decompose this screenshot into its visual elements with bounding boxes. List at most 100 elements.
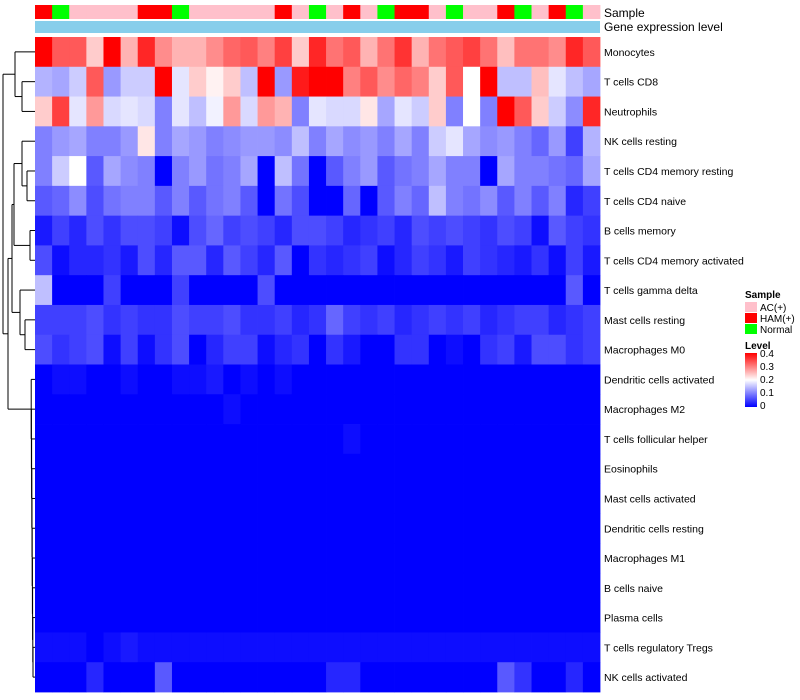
heatmap-cell [428,602,447,633]
heatmap-cell [171,483,190,514]
heatmap-cell [120,334,139,365]
heatmap-cell [548,453,567,484]
heatmap-cell [565,275,584,306]
heatmap-cell [343,364,361,395]
heatmap-cell [326,245,344,276]
heatmap-cell [480,215,498,246]
heatmap-cell [343,602,361,633]
heatmap-cell [343,126,361,157]
heatmap-cell [582,66,601,97]
heatmap-cell [548,156,567,187]
heatmap-cell [171,185,190,217]
heatmap-cell [52,334,70,365]
heatmap-cell [480,483,498,514]
heatmap-cell [206,424,224,455]
heatmap-cell [582,424,601,455]
row-label: NK cells resting [604,136,677,148]
heatmap-cell [377,394,395,425]
heatmap-cell [377,304,395,336]
heatmap-cell [52,96,70,127]
heatmap-cell [35,275,53,306]
heatmap-cell [308,364,327,395]
heatmap-cell [154,572,173,604]
row-dendrogram [2,51,35,678]
heatmap-cell [411,37,430,68]
heatmap-cell [52,543,70,574]
heatmap-cell [565,156,584,187]
heatmap-cell [103,96,121,127]
heatmap-cell [326,602,344,633]
heatmap-cell [548,394,567,425]
heatmap-cell [377,632,395,663]
heatmap-cell [154,37,173,68]
heatmap-cell [445,543,464,574]
heatmap-cell [274,215,293,246]
heatmap-cell [463,304,481,336]
heatmap-cell [206,185,224,217]
heatmap-cell [240,334,258,365]
heatmap-cell [463,66,481,97]
sample-annotation-cell [343,5,361,19]
heatmap-cell [463,662,481,693]
heatmap-cell [291,66,310,97]
heatmap-cell [377,572,395,604]
heatmap-cell [86,245,104,276]
heatmap-cell [291,126,310,157]
heatmap-cell [343,185,361,217]
heatmap-cell [308,275,327,306]
heatmap-cell [137,245,156,276]
heatmap-cell [531,245,550,276]
heatmap-cell [360,334,378,365]
heatmap-cell [394,513,413,544]
heatmap-cells [35,37,601,693]
heatmap-cell [463,394,481,425]
heatmap-cell [308,334,327,365]
heatmap-cell [189,602,207,633]
heatmap-cell [154,275,173,306]
heatmap-cell [394,156,413,187]
sample-legend-swatch [745,313,757,323]
row-label: Dendritic cells resting [604,523,704,535]
heatmap-cell [206,334,224,365]
heatmap-cell [189,304,207,336]
heatmap-cell [326,513,344,544]
heatmap-cell [223,364,241,395]
heatmap-cell [274,483,293,514]
heatmap-cell [445,364,464,395]
sample-annotation-cell [223,5,241,19]
heatmap-cell [308,662,327,693]
row-label: T cells CD8 [604,77,658,89]
heatmap-cell [86,275,104,306]
heatmap-cell [360,126,378,157]
heatmap-cell [343,543,361,574]
heatmap-cell [35,215,53,246]
heatmap-cell [377,334,395,365]
heatmap-cell [120,245,139,276]
heatmap-cell [171,394,190,425]
heatmap-cell [154,394,173,425]
heatmap-cell [223,96,241,127]
heatmap-cell [35,513,53,544]
heatmap-cell [548,543,567,574]
heatmap-cell [171,304,190,336]
heatmap-cell [428,215,447,246]
heatmap-cell [35,662,53,693]
heatmap-cell [189,156,207,187]
heatmap-cell [189,483,207,514]
heatmap-cell [565,602,584,633]
heatmap-cell [548,602,567,633]
heatmap-cell [35,66,53,97]
heatmap-cell [154,453,173,484]
heatmap-cell [343,334,361,365]
heatmap-cell [103,66,121,97]
heatmap-cell [480,394,498,425]
sample-annotation-cell [291,5,310,19]
heatmap-cell [343,513,361,544]
heatmap-cell [103,483,121,514]
heatmap-cell [86,334,104,365]
heatmap-cell [394,424,413,455]
heatmap-cell [463,543,481,574]
heatmap-cell [497,602,515,633]
heatmap-cell [137,304,156,336]
row-label: Mast cells resting [604,315,685,327]
